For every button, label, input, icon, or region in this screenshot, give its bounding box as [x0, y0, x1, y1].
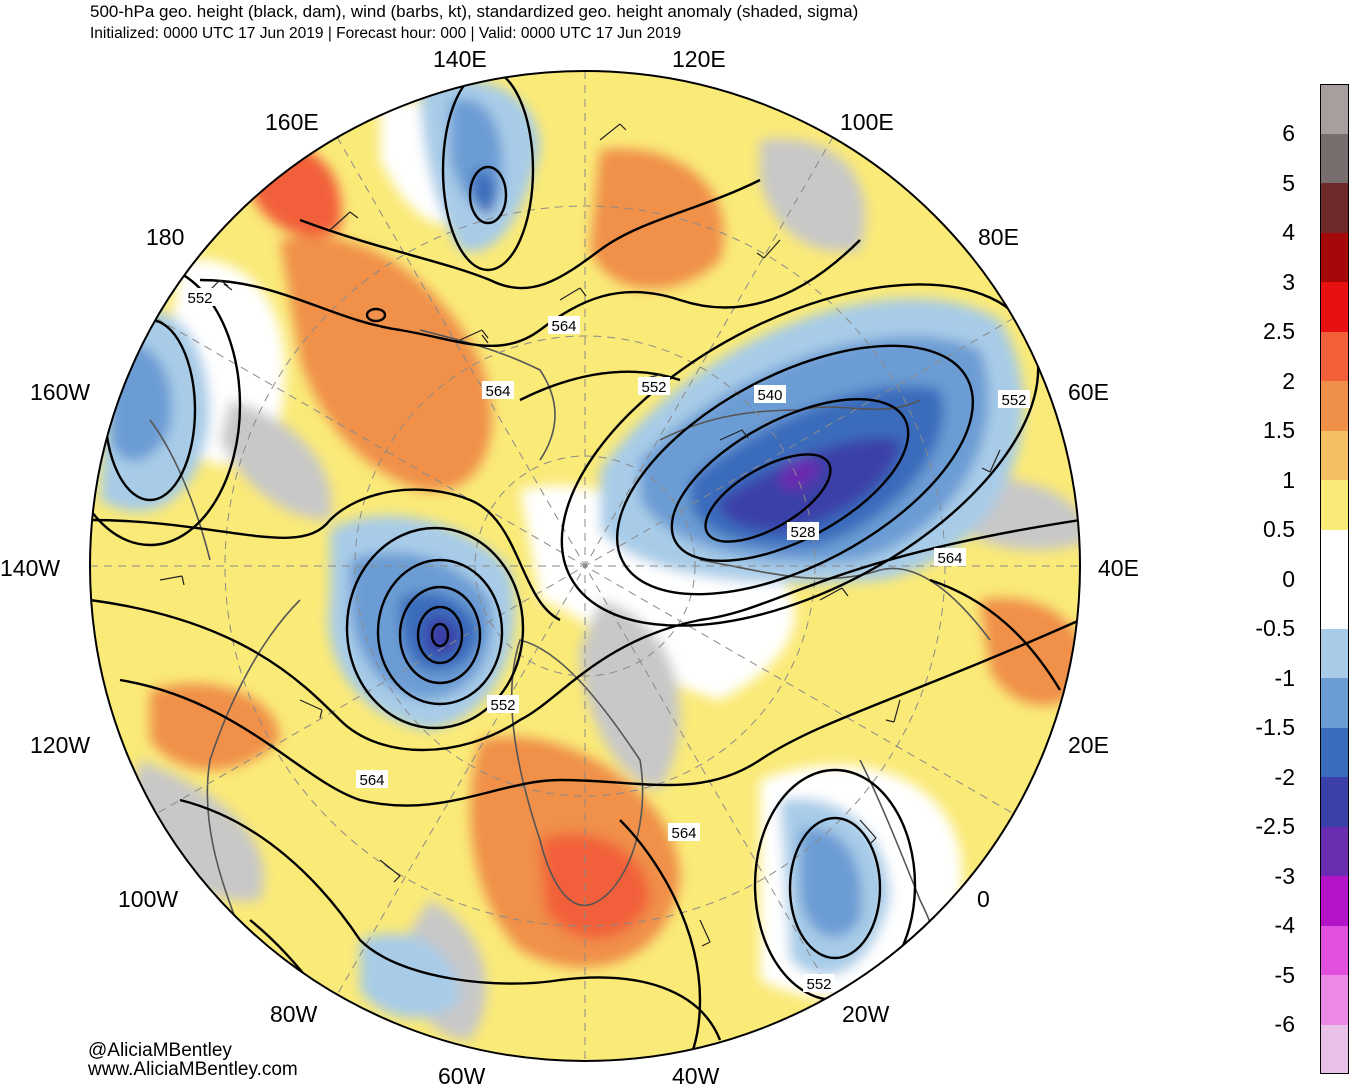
colorbar-swatch — [1320, 975, 1349, 1025]
colorbar-label: 3 — [1282, 269, 1295, 295]
contour-label-552c: 552 — [998, 390, 1030, 409]
contour-label-group: 552 564 564 552 540 552 528 564 552 564 … — [184, 288, 1030, 993]
colorbar-swatch — [1320, 232, 1349, 282]
colorbar-swatch — [1320, 480, 1349, 530]
colorbar-label: 0 — [1282, 566, 1295, 592]
contour-label-552d: 552 — [487, 695, 519, 714]
map-boundary — [89, 70, 1081, 1062]
colorbar-label: -5 — [1274, 962, 1295, 988]
svg-text:564: 564 — [937, 550, 962, 567]
colorbar-label: 6 — [1282, 120, 1295, 146]
colorbar-swatch — [1320, 876, 1349, 926]
lon-label-180: 180 — [146, 224, 185, 250]
lon-label-120e: 120E — [672, 46, 726, 72]
colorbar-swatch — [1320, 331, 1349, 381]
lon-label-80e: 80E — [978, 224, 1019, 250]
credit-website: www.AliciaMBentley.com — [88, 1059, 298, 1080]
colorbar-label: -4 — [1274, 912, 1295, 938]
chart-title: 500-hPa geo. height (black, dam), wind (… — [90, 2, 859, 21]
colorbar-swatch — [1320, 529, 1349, 579]
lon-label-160w: 160W — [30, 379, 91, 405]
lon-label-80w: 80W — [270, 1001, 318, 1027]
svg-text:552: 552 — [806, 976, 831, 993]
colorbar-label: -3 — [1274, 863, 1295, 889]
contour-label-564c: 564 — [934, 548, 966, 567]
contour-label-564a: 564 — [548, 316, 580, 335]
credit-handle: @AliciaMBentley — [88, 1040, 232, 1061]
colorbar-label: -2.5 — [1255, 813, 1295, 839]
lon-label-140w: 140W — [0, 555, 61, 581]
svg-text:552: 552 — [490, 697, 515, 714]
contour-label-540: 540 — [754, 385, 786, 404]
colorbar-swatch — [1320, 183, 1349, 233]
colorbar-label: 1 — [1282, 467, 1295, 493]
svg-text:564: 564 — [551, 318, 576, 335]
lon-label-60e: 60E — [1068, 379, 1109, 405]
lon-label-100w: 100W — [118, 886, 179, 912]
colorbar-label: -0.5 — [1255, 615, 1295, 641]
lon-label-140e: 140E — [433, 46, 487, 72]
colorbar-label: 2 — [1282, 368, 1295, 394]
colorbar-label: -1.5 — [1255, 714, 1295, 740]
colorbar-label: -1 — [1274, 665, 1295, 691]
colorbar-label: 4 — [1282, 219, 1295, 245]
wind-barbs — [159, 123, 1001, 947]
lon-label-0: 0 — [977, 886, 990, 912]
colorbar-label: -2 — [1274, 764, 1295, 790]
colorbar-label: -6 — [1274, 1011, 1295, 1037]
lon-label-40w: 40W — [672, 1063, 720, 1089]
lon-label-40e: 40E — [1098, 555, 1139, 581]
colorbar-swatch — [1320, 727, 1349, 777]
contour-label-552a: 552 — [184, 288, 216, 307]
lon-label-20e: 20E — [1068, 732, 1109, 758]
colorbar-swatch — [1320, 777, 1349, 827]
colorbar-label: 0.5 — [1263, 516, 1295, 542]
lon-label-100e: 100E — [840, 109, 894, 135]
contour-label-528: 528 — [787, 522, 819, 541]
svg-text:564: 564 — [485, 383, 510, 400]
svg-text:528: 528 — [790, 524, 815, 541]
lon-label-160e: 160E — [265, 109, 319, 135]
contour-label-564e: 564 — [668, 823, 700, 842]
contour-label-564d: 564 — [356, 770, 388, 789]
colorbar-swatch — [1320, 628, 1349, 678]
colorbar-label: 2.5 — [1263, 318, 1295, 344]
colorbar-swatch — [1320, 133, 1349, 183]
coastlines — [149, 329, 991, 1011]
colorbar-swatch — [1320, 579, 1349, 629]
colorbar-swatch — [1320, 430, 1349, 480]
colorbar: 6 5 4 3 2.5 2 1.5 1 0.5 0 -0.5 -1 -1.5 -… — [1255, 84, 1349, 1074]
colorbar-swatch — [1320, 678, 1349, 728]
svg-text:564: 564 — [671, 825, 696, 842]
colorbar-swatch — [1320, 381, 1349, 431]
contour-label-552e: 552 — [803, 974, 835, 993]
chart-subtitle: Initialized: 0000 UTC 17 Jun 2019 | Fore… — [90, 25, 682, 42]
colorbar-swatch — [1320, 826, 1349, 876]
colorbar-swatch — [1320, 1024, 1349, 1074]
colorbar-swatch — [1320, 282, 1349, 332]
contour-label-552b: 552 — [638, 377, 670, 396]
contour-label-564b: 564 — [482, 381, 514, 400]
svg-text:552: 552 — [187, 290, 212, 307]
svg-text:564: 564 — [359, 772, 384, 789]
lon-label-120w: 120W — [30, 732, 91, 758]
svg-text:552: 552 — [641, 379, 666, 396]
svg-text:552: 552 — [1001, 392, 1026, 409]
colorbar-swatch — [1320, 925, 1349, 975]
svg-text:540: 540 — [757, 387, 782, 404]
lon-label-20w: 20W — [842, 1001, 890, 1027]
lon-label-60w: 60W — [438, 1063, 486, 1089]
colorbar-label: 1.5 — [1263, 417, 1295, 443]
colorbar-swatch — [1320, 84, 1349, 134]
colorbar-label: 5 — [1282, 170, 1295, 196]
